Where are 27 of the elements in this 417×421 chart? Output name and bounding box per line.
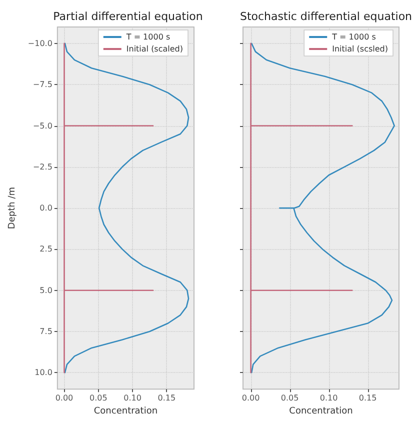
x-tick-label: 0.05	[280, 394, 299, 403]
y-tick-label: 5.0	[40, 286, 52, 295]
x-axis-title: Concentration	[289, 406, 353, 416]
legend-label: Initial (scsled)	[332, 44, 388, 54]
chart-title: Partial differential equation	[53, 10, 203, 23]
x-tick-label: 0.15	[358, 394, 377, 403]
y-tick-label: 7.5	[40, 326, 52, 336]
y-tick-label: −2.5	[32, 162, 52, 172]
y-axis-title: Depth /m	[8, 187, 18, 230]
line-series	[64, 42, 190, 374]
legend-label: Initial (scaled)	[126, 44, 184, 54]
y-tick-label: 2.5	[40, 244, 52, 254]
chart-title: Stochastic differential equation	[240, 10, 412, 23]
legend-label: T = 1000 s	[125, 32, 170, 42]
y-tick-label: 0.0	[40, 204, 52, 213]
y-tick-label: −5.0	[32, 121, 52, 130]
x-tick-label: 0.05	[89, 394, 108, 403]
legend-label: T = 1000 s	[331, 32, 376, 42]
x-axis-title: Concentration	[94, 406, 158, 416]
y-tick-label: −10.0	[28, 38, 52, 48]
x-tick-label: 0.15	[158, 394, 176, 403]
x-tick-label: 0.10	[124, 394, 142, 403]
y-tick-label: −7.5	[32, 80, 52, 90]
x-tick-label: 0.00	[55, 394, 74, 403]
x-tick-label: 0.00	[242, 394, 260, 403]
y-tick-label: 10.0	[34, 368, 52, 378]
x-tick-label: 0.10	[320, 394, 338, 403]
